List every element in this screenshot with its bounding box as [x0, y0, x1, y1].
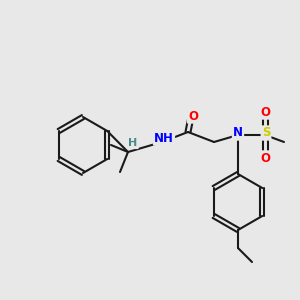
- Text: O: O: [260, 152, 270, 164]
- Text: H: H: [128, 138, 138, 148]
- Text: O: O: [260, 106, 270, 118]
- Text: S: S: [262, 127, 270, 140]
- Text: NH: NH: [154, 131, 174, 145]
- Text: N: N: [233, 127, 243, 140]
- Text: O: O: [188, 110, 198, 122]
